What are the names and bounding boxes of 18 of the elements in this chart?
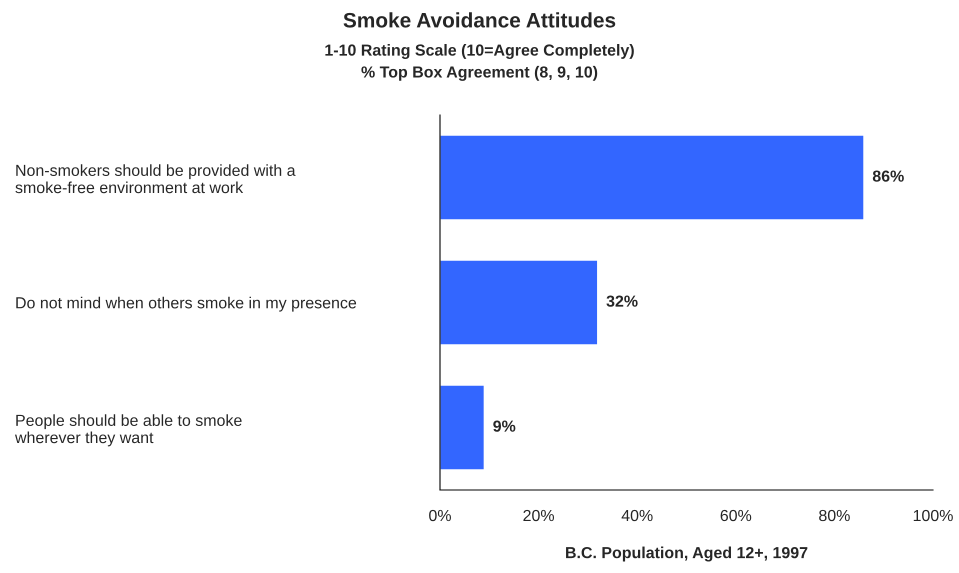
data-label: 32% [606,295,638,307]
y-tick-label: People should be able to smoke wherever they want [14,414,242,446]
chart-title: Smoke Avoidance Attitudes [344,12,616,28]
x-tick-label: 20% [523,510,554,522]
x-axis-title: B.C. Population, Aged 12+, 1997 [566,546,808,562]
x-tick-label: 80% [819,510,850,522]
data-label: 9% [493,420,516,432]
y-tick-label: Non-smokers should be provided with a smoke-free environment at work [15,164,296,194]
bar [440,134,865,221]
bar [440,259,598,346]
x-tick-label: 0% [429,510,451,522]
y-tick-label: Do not mind when others smoke in my presence [16,296,356,312]
x-tick-label: 100% [914,510,953,522]
data-label: 86% [872,170,904,182]
x-tick-label: 60% [720,510,752,522]
x-tick-label: 40% [622,510,653,522]
bar [440,384,486,471]
chart-subtitle: 1-10 Rating Scale (10=Agree Completely) % Top Box Agreement (8, 9, 10) [325,44,634,81]
